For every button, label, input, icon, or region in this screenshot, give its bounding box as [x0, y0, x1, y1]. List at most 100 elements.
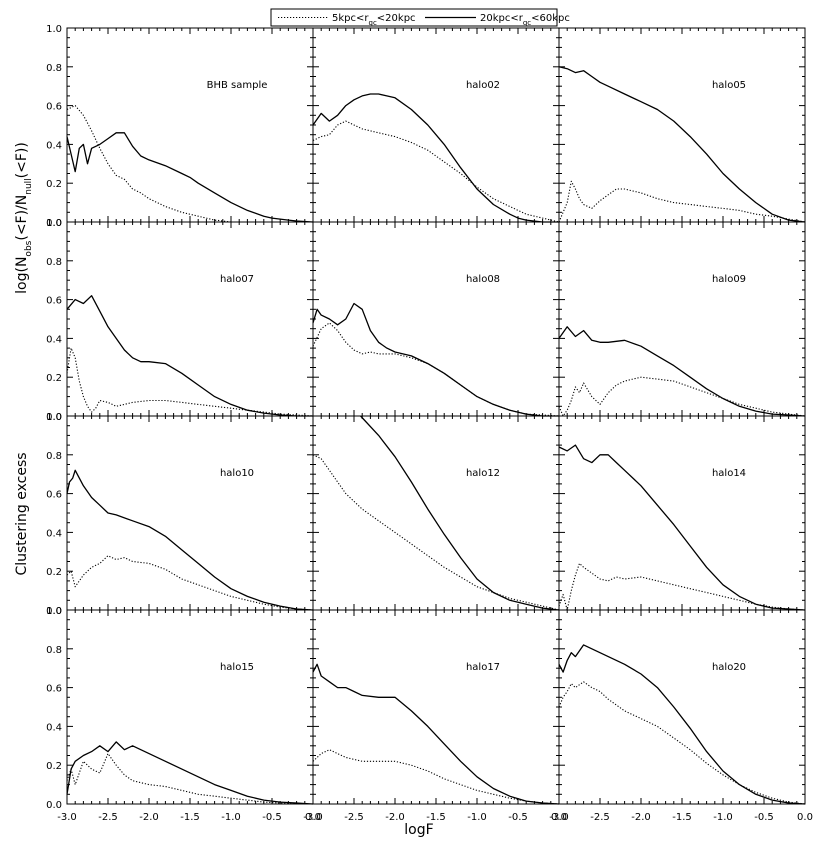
series-inner-line [66, 555, 314, 611]
series-outer-line [558, 326, 806, 417]
series-outer-line [66, 741, 314, 805]
panel-halo05: halo05 [558, 27, 806, 223]
y-tick-label: 0.8 [46, 257, 62, 268]
x-tick-label: -1.0 [467, 812, 487, 823]
panel-label: halo17 [466, 662, 500, 673]
panel-label: halo07 [220, 274, 254, 285]
panel-label: halo08 [466, 274, 500, 285]
panel-label: halo14 [712, 468, 746, 479]
panel-halo07: 0.0 0.2 0.4 0.6 0.8 1.0 halo07 [46, 218, 314, 423]
y-tick-label: 0.2 [46, 761, 62, 772]
y-tick-label: 0.2 [46, 567, 62, 578]
panel-halo08: halo08 [312, 221, 560, 417]
series-outer-line [66, 469, 314, 611]
panel-halo17: -3.0 -2.5 -2.0 -1.5 -1.0 -0.5 0.0 halo17 [303, 609, 567, 823]
y-tick-label: 1.0 [46, 412, 62, 423]
panel-grid: 0.0 0.2 0.4 0.6 0.8 1.0 BHB sample halo02 halo05… [46, 24, 813, 823]
y-tick-label: 1.0 [46, 218, 62, 229]
y-axis-formula: log(Nobs(<F)/Nnull(<F)) [14, 142, 34, 294]
y-tick-label: 0.6 [46, 296, 62, 307]
y-tick-label: 0.2 [46, 373, 62, 384]
x-tick-label: -1.0 [713, 812, 733, 823]
y-tick-label: 0.4 [46, 140, 62, 151]
panel-label: halo09 [712, 274, 746, 285]
series-inner-line [558, 562, 806, 611]
panel-halo09: halo09 [558, 221, 806, 417]
panel-label: halo12 [466, 468, 500, 479]
y-tick-label: 0.8 [46, 63, 62, 74]
panel-frame [66, 609, 314, 805]
panel-label: halo20 [712, 662, 746, 673]
x-tick-label: -2.5 [98, 812, 118, 823]
x-tick-label: -0.5 [754, 812, 774, 823]
y-tick-label: 0.4 [46, 722, 62, 733]
x-tick-label: -2.5 [590, 812, 610, 823]
x-tick-label: -2.0 [385, 812, 405, 823]
y-tick-label: 1.0 [46, 606, 62, 617]
panel-frame [66, 415, 314, 611]
y-tick-label: 0.4 [46, 334, 62, 345]
y-tick-label: 0.0 [46, 800, 62, 811]
panel-frame [312, 609, 560, 805]
series-inner-line [312, 120, 560, 223]
series-inner-line [558, 376, 806, 417]
panel-frame [66, 27, 314, 223]
x-tick-label: -1.0 [221, 812, 241, 823]
panel-label: BHB sample [207, 80, 268, 91]
panel-bhb-sample: 0.0 0.2 0.4 0.6 0.8 1.0 BHB sample [46, 24, 314, 229]
series-outer-line [66, 295, 313, 417]
series-outer-line [312, 93, 559, 223]
legend-solid-label: 20kpc<rgc<60kpc [480, 13, 570, 27]
y-tick-label: 0.6 [46, 102, 62, 113]
y-tick-label: 0.6 [46, 684, 62, 695]
y-tick-label: 0.0 [46, 412, 62, 423]
x-tick-label: -0.5 [262, 812, 282, 823]
x-tick-label: -1.5 [672, 812, 692, 823]
series-outer-line [312, 302, 559, 417]
panel-halo15: 0.0 0.2 0.4 0.6 0.8 1.0 -3.0 -2.5 -2.0 -1.5 -1.0 -0… [46, 606, 321, 823]
series-outer-line [66, 132, 314, 223]
panel-frame [558, 27, 806, 223]
x-tick-label: 0.0 [551, 812, 567, 823]
y-tick-label: 0.0 [46, 218, 62, 229]
panel-frame [558, 609, 806, 805]
series-inner-line [312, 454, 560, 611]
series-inner-line [558, 180, 806, 223]
series-outer-line [558, 444, 806, 611]
y-tick-label: 0.6 [46, 490, 62, 501]
panel-halo20: -3.0 -2.5 -2.0 -1.5 -1.0 -0.5 0.0 halo20 [549, 609, 813, 823]
x-tick-label: 0.0 [797, 812, 813, 823]
panel-halo12: halo12 [312, 415, 560, 611]
series-inner-line [66, 105, 232, 223]
panel-label: halo15 [220, 662, 254, 673]
series-outer-line [558, 66, 806, 223]
panel-frame [312, 221, 560, 417]
y-tick-label: 0.8 [46, 645, 62, 656]
panel-label: halo10 [220, 468, 254, 479]
x-tick-label: -1.5 [180, 812, 200, 823]
x-tick-label: -3.0 [57, 812, 77, 823]
series-inner-line [312, 749, 560, 805]
y-tick-label: 0.0 [46, 606, 62, 617]
legend-box [270, 8, 558, 27]
panel-halo10: 0.0 0.2 0.4 0.6 0.8 1.0 halo10 [46, 412, 314, 617]
series-outer-line [558, 644, 806, 805]
x-tick-label: -2.5 [344, 812, 364, 823]
series-inner-line [558, 681, 806, 805]
series-outer-line [360, 415, 560, 611]
legend: 5kpc<rgc<20kpc 20kpc<rgc<60kpc [270, 8, 570, 27]
x-tick-label: 0.0 [305, 812, 321, 823]
panel-frame [558, 415, 806, 611]
x-tick-label: -0.5 [508, 812, 528, 823]
x-tick-label: -2.0 [139, 812, 159, 823]
series-inner-line [66, 753, 313, 805]
y-tick-label: 0.2 [46, 179, 62, 190]
y-axis-title: Clustering excess [14, 452, 30, 575]
series-inner-line [66, 347, 314, 417]
x-tick-label: -3.0 [303, 812, 323, 823]
panel-frame [312, 27, 560, 223]
panel-label: halo05 [712, 80, 746, 91]
series-outer-line [312, 663, 560, 805]
panel-frame [312, 415, 560, 611]
